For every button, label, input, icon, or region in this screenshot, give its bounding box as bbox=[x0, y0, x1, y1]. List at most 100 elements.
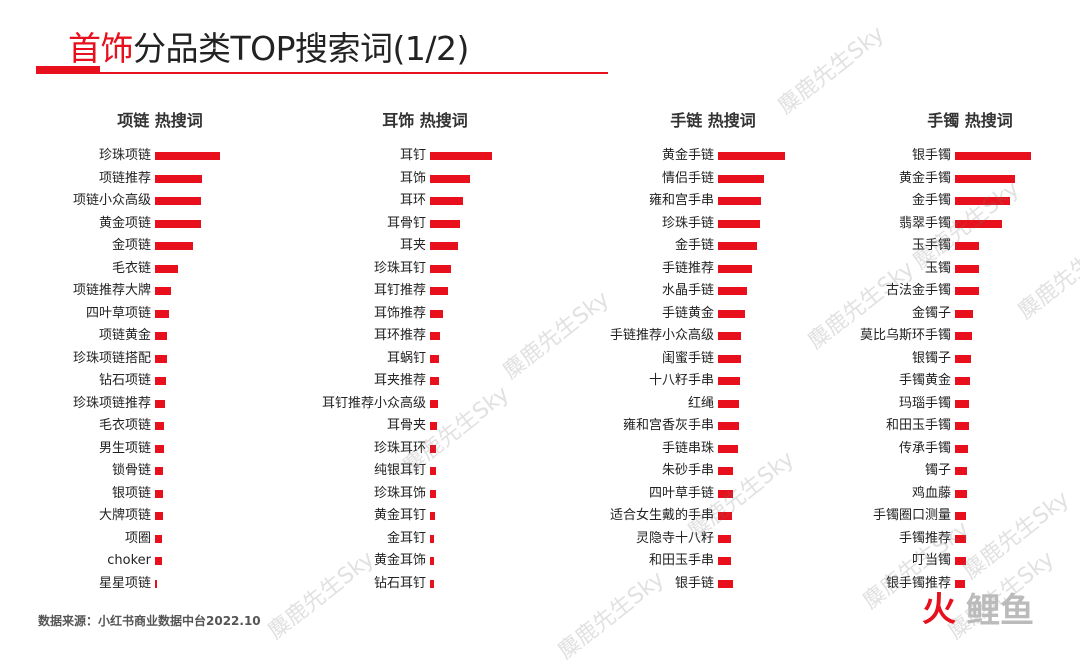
bar-label: 翡翠手镯 bbox=[898, 215, 951, 231]
bar-label: 雍和宫香灰手串 bbox=[622, 418, 714, 433]
bar-row: 叮当镯 bbox=[751, 550, 966, 572]
bar bbox=[955, 152, 1031, 160]
bar-label: 钻石项链 bbox=[98, 373, 151, 388]
bar bbox=[430, 557, 435, 565]
bar bbox=[155, 264, 178, 273]
bar-label: 耳环 bbox=[399, 193, 426, 208]
bar-label: 古法金手镯 bbox=[885, 283, 951, 298]
bar-row: 朱砂手串 bbox=[514, 460, 734, 482]
bar-row: 珍珠项链搭配 bbox=[0, 348, 167, 370]
page-title-accent: 首饰 bbox=[68, 29, 134, 68]
bar bbox=[718, 489, 733, 498]
bar-label: 银镯子 bbox=[911, 350, 951, 366]
bar bbox=[155, 377, 167, 385]
bar-row: 手链推荐 bbox=[514, 258, 752, 280]
bar-row: 手镯推荐 bbox=[751, 528, 967, 550]
bar bbox=[955, 512, 967, 520]
bar-row: 纯银耳钉 bbox=[226, 460, 437, 482]
bar-row: 耳夹 bbox=[226, 235, 458, 257]
bar-label: 红绳 bbox=[687, 395, 714, 411]
bar bbox=[155, 219, 201, 228]
chart-title: 耳饰 热搜词 bbox=[382, 111, 468, 130]
bar bbox=[718, 399, 740, 408]
bar-row: 珍珠手链 bbox=[514, 213, 760, 235]
chart-title: 手镯 热搜词 bbox=[927, 111, 1013, 130]
bar bbox=[955, 422, 970, 430]
page-title: 首饰分品类TOP搜索词(1/2) bbox=[68, 22, 469, 70]
bar bbox=[430, 377, 439, 385]
bar bbox=[718, 264, 752, 273]
logo-mark: 火 bbox=[922, 590, 956, 630]
bar-row: 手镯黄金 bbox=[751, 370, 971, 392]
bar-label: 耳钉 bbox=[399, 148, 426, 163]
bar-label: 男生项链 bbox=[98, 440, 151, 456]
bar-row: 金耳钉 bbox=[226, 528, 435, 550]
bar-row: 项链推荐 bbox=[0, 168, 203, 190]
bar-row: 男生项链 bbox=[0, 438, 165, 460]
bar bbox=[155, 489, 164, 498]
bar bbox=[155, 287, 172, 295]
bar-row: 翡翠手镯 bbox=[751, 213, 1003, 235]
bar bbox=[718, 354, 742, 363]
bar-row: 大牌项链 bbox=[0, 505, 163, 527]
bar-label: 玉镯 bbox=[924, 260, 951, 276]
bar-label: choker bbox=[107, 553, 151, 568]
bar-row: 情侣手链 bbox=[514, 168, 764, 190]
bar-row: 耳饰推荐 bbox=[226, 303, 444, 325]
bar-label: 银手镯推荐 bbox=[885, 575, 951, 591]
bar-label: 珍珠项链搭配 bbox=[72, 350, 151, 366]
bar-label: 项链小众高级 bbox=[72, 193, 151, 208]
bar bbox=[430, 309, 444, 318]
bar-label: 黄金耳钉 bbox=[373, 508, 426, 523]
bar-label: 鸡血藤 bbox=[911, 485, 951, 501]
bar-label: 珍珠耳钉 bbox=[373, 260, 426, 276]
bar-label: 四叶草项链 bbox=[85, 305, 151, 321]
bar-label: 传承手镯 bbox=[898, 440, 951, 456]
bar-label: 情侣手链 bbox=[661, 170, 714, 186]
bar-row: 项链小众高级 bbox=[0, 190, 202, 212]
bar-row: 珍珠耳环 bbox=[226, 438, 437, 460]
bar-row: 毛衣链 bbox=[0, 258, 178, 280]
bar bbox=[430, 467, 437, 475]
bar-label: 黄金项链 bbox=[98, 215, 151, 231]
bar-label: 金耳钉 bbox=[386, 530, 426, 546]
bar-label: 珍珠项链推荐 bbox=[72, 395, 151, 411]
bar-label: 手镯推荐 bbox=[898, 530, 951, 546]
bar bbox=[718, 534, 732, 543]
bar-label: 耳夹推荐 bbox=[373, 373, 426, 388]
bar-row: 和田玉手串 bbox=[514, 550, 732, 572]
bar bbox=[718, 377, 741, 385]
bar bbox=[718, 242, 757, 250]
bar-row: 银手镯推荐 bbox=[751, 573, 965, 595]
bar-row: 珍珠项链 bbox=[0, 145, 220, 167]
bar-row: 耳骨钉 bbox=[226, 213, 460, 235]
bar bbox=[155, 309, 169, 318]
bar-row: 耳钉推荐小众高级 bbox=[226, 393, 439, 415]
bar-label: 银手链 bbox=[674, 575, 714, 591]
bar bbox=[955, 354, 971, 363]
bar bbox=[430, 579, 434, 588]
bar-label: 手镯圈口测量 bbox=[872, 508, 951, 523]
bar bbox=[155, 354, 167, 363]
bar bbox=[718, 287, 748, 295]
bar-row: 水晶手链 bbox=[514, 280, 748, 302]
bar-label: 手链黄金 bbox=[661, 305, 714, 321]
bar-label: 钻石耳钉 bbox=[373, 575, 426, 591]
bar bbox=[155, 242, 194, 250]
bar bbox=[718, 579, 734, 588]
bar-row: 耳环 bbox=[226, 190, 463, 212]
bar-label: 手链推荐小众高级 bbox=[609, 328, 714, 343]
bar bbox=[155, 512, 163, 520]
bar bbox=[955, 377, 971, 385]
bar-row: 耳钉 bbox=[226, 145, 492, 167]
bar-label: 金项链 bbox=[111, 238, 151, 253]
bar-label: 黄金耳饰 bbox=[373, 553, 426, 568]
bar-label: 黄金手镯 bbox=[898, 170, 951, 186]
bar bbox=[430, 219, 460, 228]
bar-row: 项链推荐大牌 bbox=[0, 280, 172, 302]
bar-row: 玛瑙手镯 bbox=[751, 393, 970, 415]
bar-row: 耳夹推荐 bbox=[226, 370, 439, 392]
bar bbox=[955, 174, 1016, 183]
bar-label: 毛衣项链 bbox=[98, 418, 151, 433]
bar-row: 镯子 bbox=[751, 460, 968, 482]
